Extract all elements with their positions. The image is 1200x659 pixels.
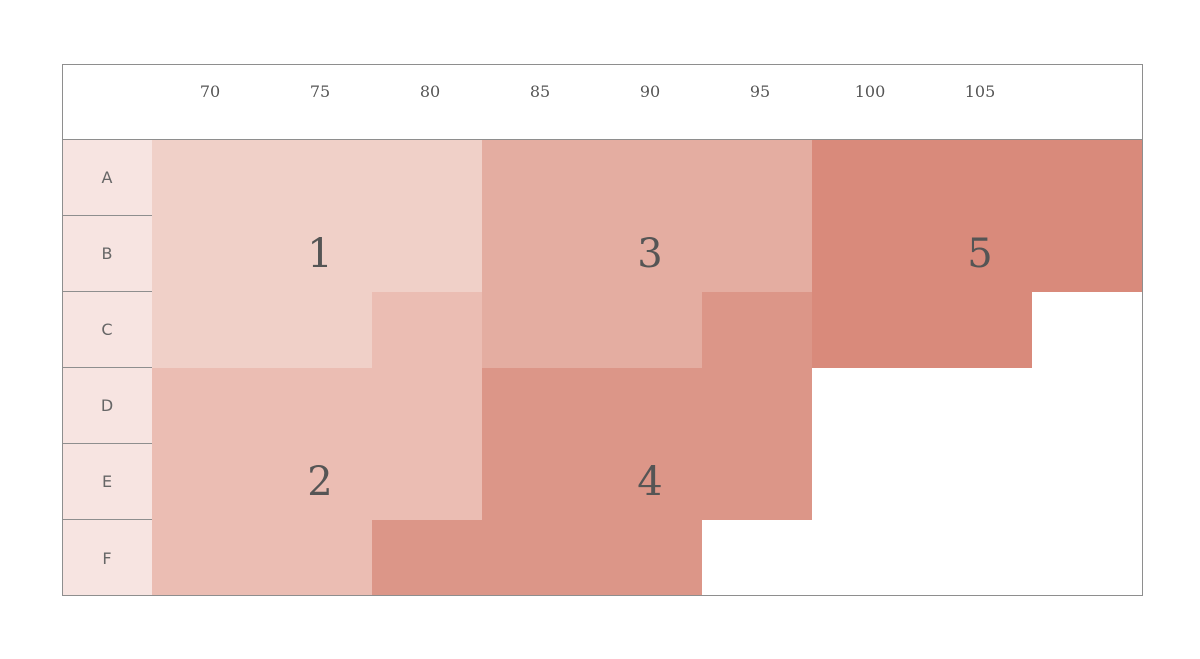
- zone-cell-c-5: [812, 292, 1032, 368]
- row-label-a: A: [62, 140, 152, 216]
- zone-cell-e-4: [482, 444, 812, 520]
- column-label-95: 95: [749, 82, 771, 101]
- zone-cell-c-1: [152, 292, 372, 368]
- zone-cell-f-2: [152, 520, 372, 596]
- zone-cell-c-4: [702, 292, 812, 368]
- zone-cell-f-4: [372, 520, 702, 596]
- zone-cell-b-5: [812, 216, 1142, 292]
- row-label-b: B: [62, 216, 152, 292]
- zone-label-2: 2: [307, 459, 333, 505]
- zone-cell-a-3: [482, 140, 812, 216]
- row-label-d: D: [62, 368, 152, 444]
- column-label-105: 105: [964, 82, 996, 101]
- zone-cell-a-1: [152, 140, 482, 216]
- column-label-70: 70: [199, 82, 221, 101]
- header-divider: [62, 139, 1143, 140]
- column-label-90: 90: [639, 82, 661, 101]
- zone-cell-c-2: [372, 292, 482, 368]
- row-label-e: E: [62, 444, 152, 520]
- zone-cell-c-3: [482, 292, 702, 368]
- zone-label-1: 1: [307, 231, 333, 277]
- row-label-c: C: [62, 292, 152, 368]
- zone-cell-d-4: [482, 368, 812, 444]
- column-label-85: 85: [529, 82, 551, 101]
- zone-cell-b-1: [152, 216, 482, 292]
- column-label-100: 100: [854, 82, 886, 101]
- row-label-f: F: [62, 520, 152, 596]
- zone-label-4: 4: [637, 459, 663, 505]
- zone-cell-d-2: [152, 368, 482, 444]
- zone-cell-b-3: [482, 216, 812, 292]
- zone-cell-a-5: [812, 140, 1142, 216]
- zone-label-5: 5: [967, 231, 993, 277]
- grid-frame: [62, 64, 1143, 596]
- column-label-80: 80: [419, 82, 441, 101]
- zone-cell-e-2: [152, 444, 482, 520]
- column-label-75: 75: [309, 82, 331, 101]
- zone-label-3: 3: [637, 231, 663, 277]
